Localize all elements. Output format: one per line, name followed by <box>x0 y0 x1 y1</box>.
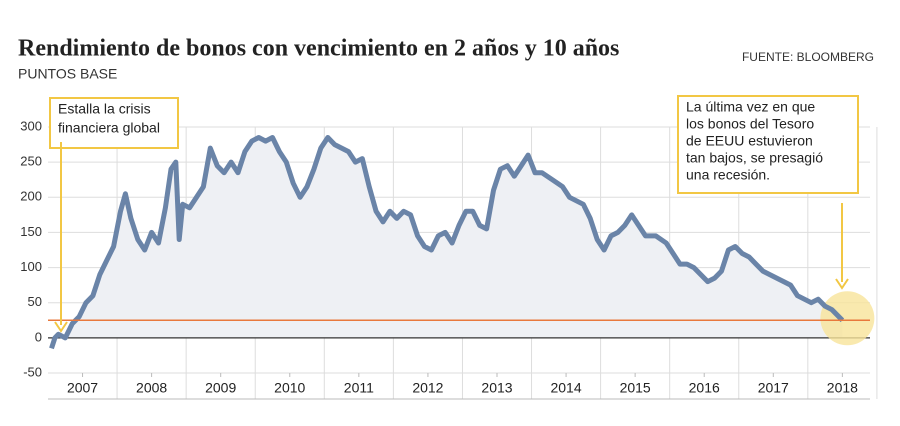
chart-title: Rendimiento de bonos con vencimiento en … <box>18 36 619 62</box>
annotation-text: financiera global <box>58 120 160 136</box>
annotation-text: una recesión. <box>686 167 770 183</box>
x-tick-label: 2008 <box>136 380 167 396</box>
y-tick-label: 100 <box>20 259 42 274</box>
y-tick-label: 200 <box>20 189 42 204</box>
y-tick-label: 250 <box>20 154 42 169</box>
arrow-head <box>835 278 849 290</box>
subtitle: PUNTOS BASE <box>18 66 117 82</box>
y-tick-label: 300 <box>20 118 42 133</box>
x-tick-label: 2015 <box>620 380 651 396</box>
x-tick-label: 2018 <box>827 380 858 396</box>
y-tick-label: 50 <box>28 294 42 309</box>
x-tick-label: 2013 <box>481 380 512 396</box>
x-tick-label: 2016 <box>689 380 720 396</box>
x-tick-label: 2009 <box>205 380 236 396</box>
y-tick-label: 150 <box>20 224 42 239</box>
x-tick-label: 2007 <box>67 380 98 396</box>
annotation-text: de EEUU estuvieron <box>686 133 813 149</box>
annotation-text: tan bajos, se presagió <box>686 150 823 166</box>
area <box>51 137 843 349</box>
annotation-text: Estalla la crisis <box>58 101 151 117</box>
x-tick-label: 2011 <box>344 380 374 396</box>
x-tick-label: 2017 <box>758 380 789 396</box>
annotation-box <box>677 95 859 194</box>
annotation-text: los bonos del Tesoro <box>686 116 814 132</box>
y-tick-label: 0 <box>35 329 42 344</box>
annotation-text: La última vez en que <box>686 99 815 115</box>
annotation-box <box>49 97 179 149</box>
source: FUENTE: BLOOMBERG <box>742 50 874 64</box>
x-tick-label: 2012 <box>412 380 443 396</box>
x-tick-label: 2010 <box>274 380 305 396</box>
x-tick-label: 2014 <box>550 380 581 396</box>
arrow-head <box>54 321 68 333</box>
highlight <box>820 291 875 346</box>
line <box>49 135 845 350</box>
y-tick-label: -50 <box>23 364 42 379</box>
